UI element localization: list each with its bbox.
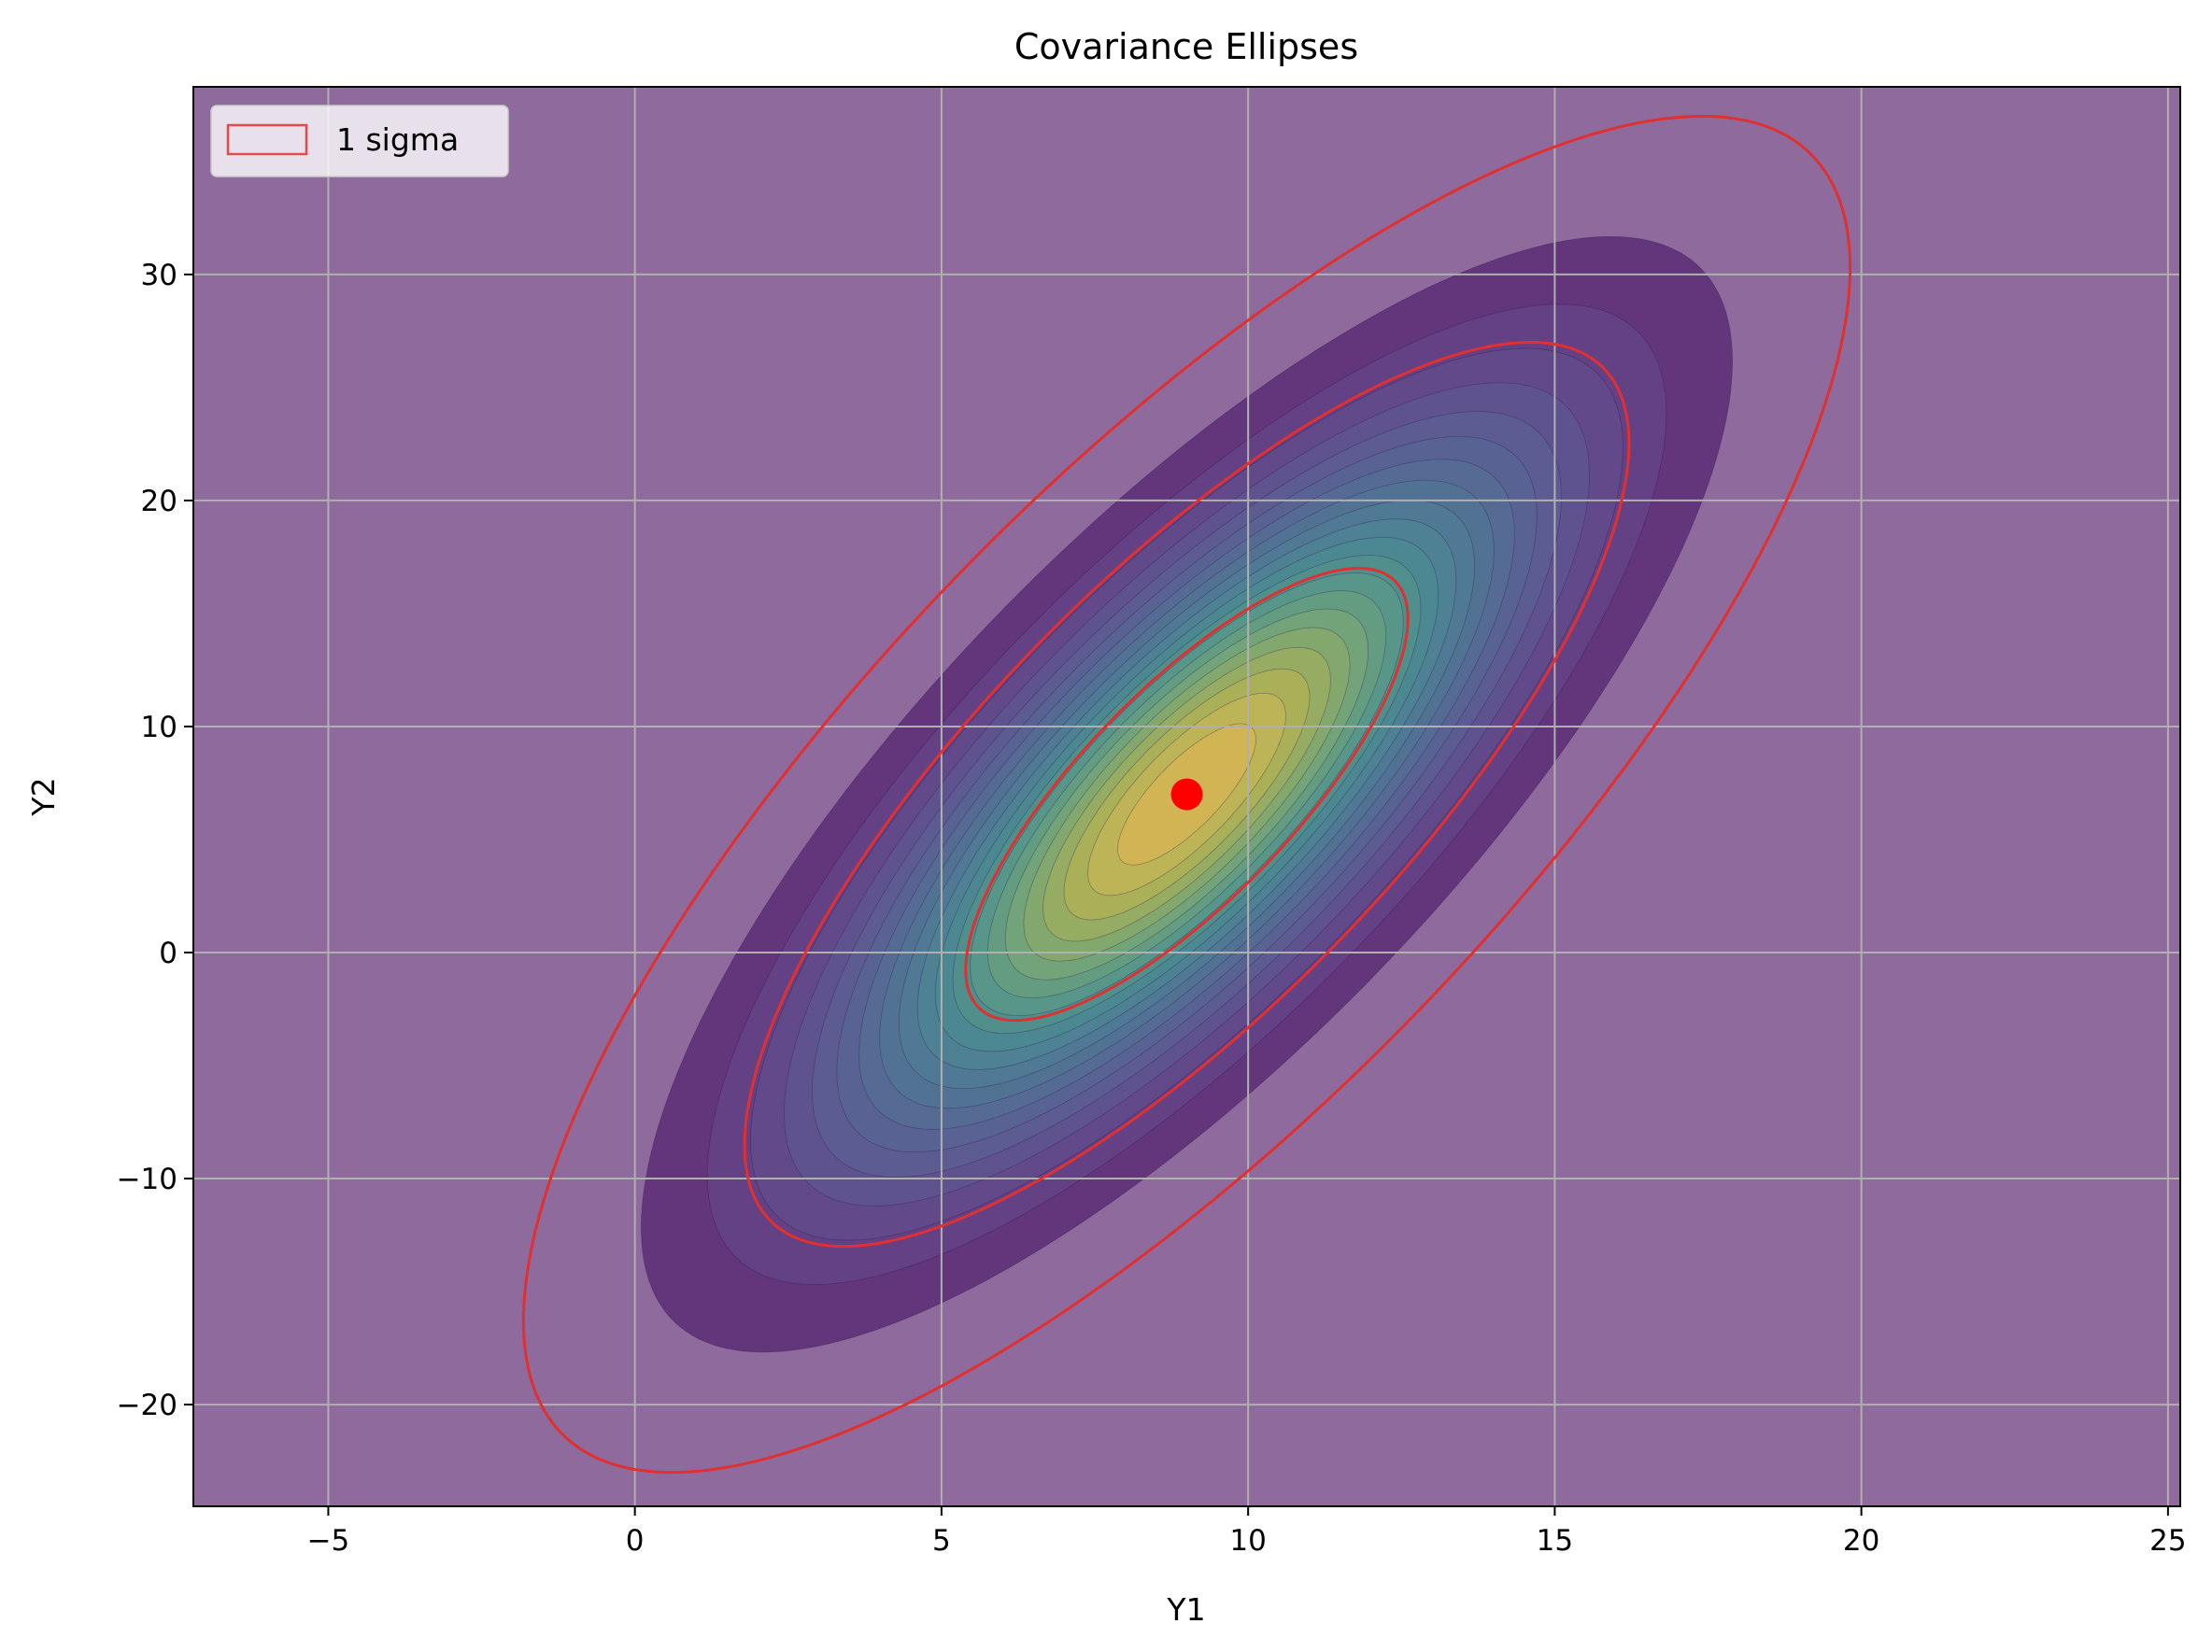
y-tick-label: 0: [159, 937, 177, 970]
legend-label-1-sigma: 1 sigma: [336, 121, 459, 158]
mean-layer: [1170, 778, 1203, 811]
sigma-ellipse-1: [964, 567, 1410, 1023]
legend-swatch-1-sigma: [226, 123, 308, 156]
x-tick-label: 15: [1537, 1524, 1573, 1558]
y-tick-label: −10: [117, 1163, 177, 1196]
x-tick-label: 0: [626, 1524, 645, 1558]
x-tick-label: −5: [307, 1524, 350, 1558]
y-tick-label: 30: [141, 259, 177, 292]
sigma-ellipses: [521, 114, 1852, 1475]
y-tick-label: 10: [141, 711, 177, 744]
x-axis-ticks: −5 0 5 10 15 20 25: [307, 1506, 2187, 1558]
sigma-ellipse-2: [743, 340, 1631, 1249]
sigma-ellipse-3: [521, 114, 1852, 1475]
y-tick-label: 20: [141, 485, 177, 518]
x-axis-label: Y1: [1166, 1591, 1205, 1628]
mean-marker: [1170, 778, 1203, 811]
legend: 1 sigma: [210, 105, 509, 177]
x-tick-label: 20: [1843, 1524, 1879, 1558]
x-tick-label: 10: [1229, 1524, 1266, 1558]
y-tick-label: −20: [117, 1389, 177, 1422]
x-tick-label: 25: [2149, 1524, 2186, 1558]
legend-box: [210, 105, 509, 177]
plot-frame: [192, 86, 2181, 1507]
grid-lines: [193, 87, 2180, 1506]
x-tick-label: 5: [932, 1524, 951, 1558]
y-axis-label: Y2: [25, 777, 62, 816]
chart-title: Covariance Ellipses: [1014, 26, 1358, 67]
y-axis-ticks: −20 −10 0 10 20 30: [117, 259, 193, 1422]
